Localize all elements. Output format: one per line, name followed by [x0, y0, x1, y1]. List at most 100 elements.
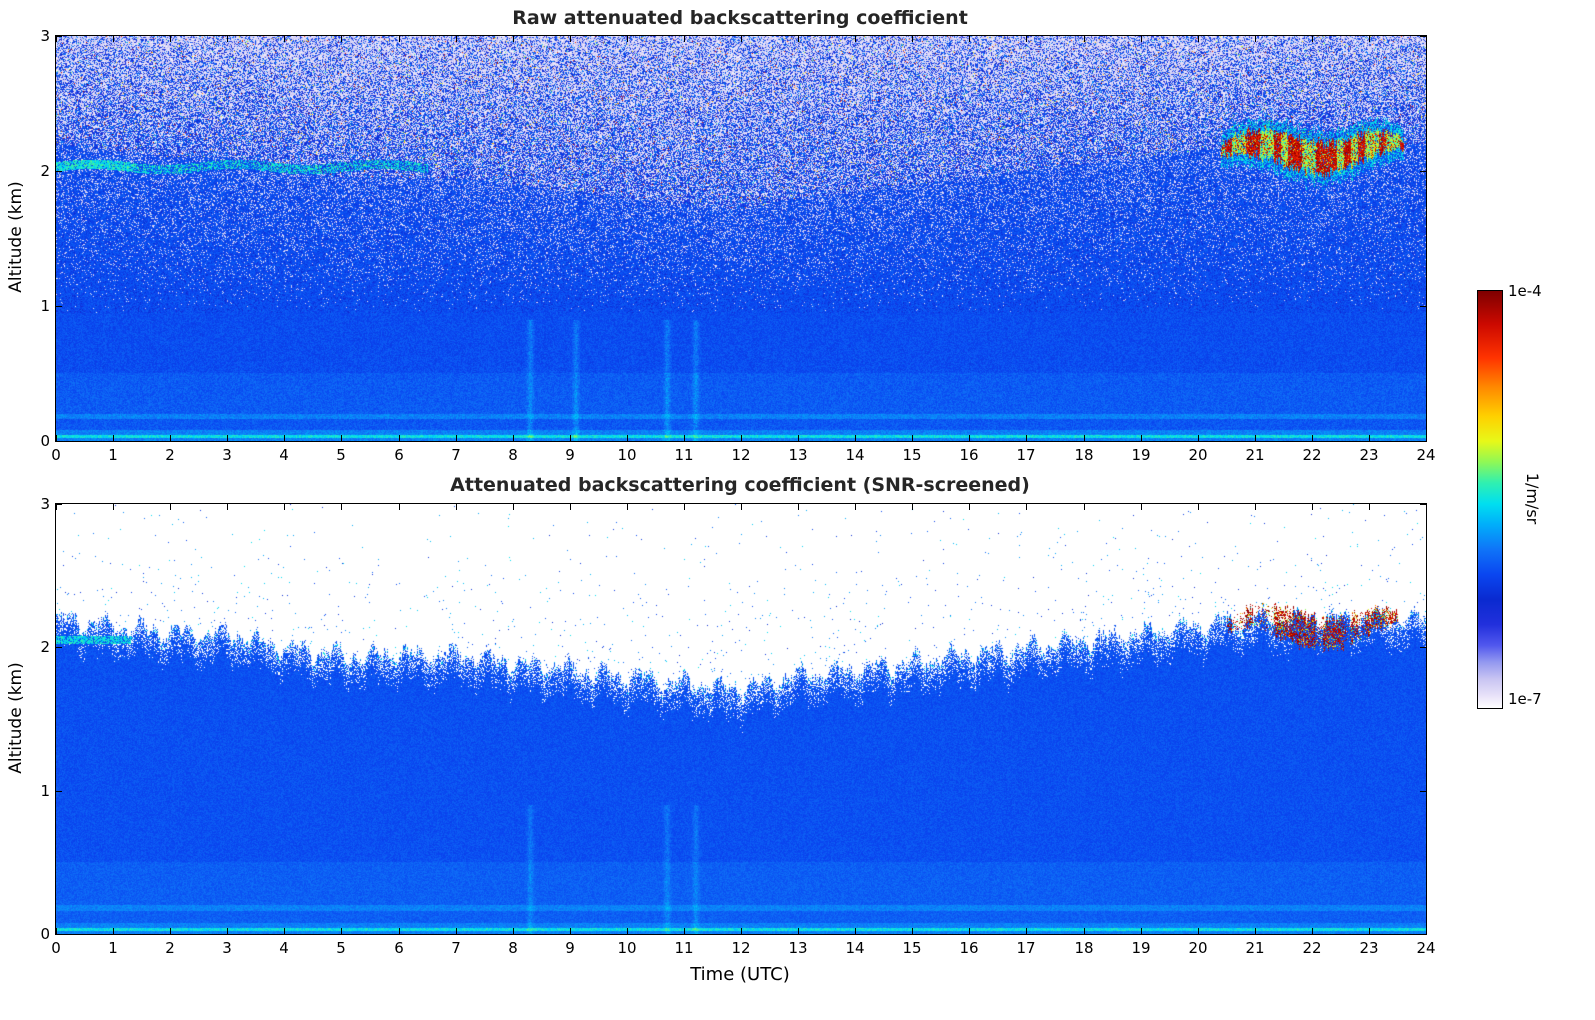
x-tick-label: 1 [108, 446, 118, 464]
tick-mark [112, 36, 114, 42]
tick-mark [226, 504, 228, 510]
tick-mark [1140, 435, 1142, 441]
tick-mark [455, 435, 457, 441]
tick-mark [626, 36, 628, 42]
tick-mark [1368, 36, 1370, 42]
tick-mark [55, 36, 57, 42]
tick-mark [455, 928, 457, 934]
x-tick-label: 6 [394, 446, 404, 464]
tick-mark [911, 504, 913, 510]
x-tick-label: 11 [674, 939, 694, 957]
tick-mark [1083, 435, 1085, 441]
tick-mark [683, 435, 685, 441]
tick-mark [683, 928, 685, 934]
tick-mark [797, 928, 799, 934]
tick-mark [340, 36, 342, 42]
tick-mark [56, 503, 62, 505]
x-tick-label: 18 [1074, 939, 1094, 957]
x-tick-label: 15 [902, 446, 922, 464]
y-tick-label: 3 [40, 495, 50, 513]
tick-mark [1025, 36, 1027, 42]
tick-mark [968, 435, 970, 441]
tick-mark [1425, 36, 1427, 42]
tick-mark [1420, 35, 1426, 37]
colorbar-gradient [1478, 291, 1502, 708]
tick-mark [112, 928, 114, 934]
tick-mark [512, 928, 514, 934]
tick-mark [1311, 504, 1313, 510]
x-tick-label: 9 [565, 939, 575, 957]
tick-mark [169, 928, 171, 934]
x-tick-label: 12 [731, 446, 751, 464]
tick-mark [911, 435, 913, 441]
y-tick-label: 3 [40, 27, 50, 45]
tick-mark [1254, 36, 1256, 42]
x-tick-label: 24 [1416, 939, 1436, 957]
tick-mark [1254, 435, 1256, 441]
raw-heatmap-canvas [56, 36, 1426, 441]
screened-heatmap-canvas [56, 504, 1426, 934]
tick-mark [1197, 928, 1199, 934]
x-tick-label: 9 [565, 446, 575, 464]
tick-mark [112, 435, 114, 441]
x-tick-label: 8 [508, 446, 518, 464]
tick-mark [1197, 435, 1199, 441]
tick-mark [1420, 646, 1426, 648]
tick-mark [1025, 435, 1027, 441]
tick-mark [1083, 36, 1085, 42]
tick-mark [797, 504, 799, 510]
tick-mark [283, 928, 285, 934]
screened-plot: 0 1 2 3 4 5 6 7 8 9 10 11 12 13 14 15 16 17 18 19 20 21 22 23 24… [40, 495, 1435, 957]
tick-mark [1311, 36, 1313, 42]
y-tick-label: 1 [40, 297, 50, 315]
tick-mark [56, 933, 62, 935]
tick-mark [283, 504, 285, 510]
x-tick-label: 7 [451, 446, 461, 464]
screened-y-axis-label: Altitude (km) [5, 662, 26, 774]
x-tick-label: 7 [451, 939, 461, 957]
tick-mark [56, 440, 62, 442]
tick-mark [1425, 504, 1427, 510]
tick-mark [455, 504, 457, 510]
tick-mark [569, 435, 571, 441]
tick-mark [740, 36, 742, 42]
tick-mark [169, 435, 171, 441]
raw-plot: 0 1 2 3 4 5 6 7 8 9 10 11 12 13 14 15 16 17 18 19 20 21 22 23 24… [40, 27, 1435, 464]
x-tick-label: 20 [1188, 446, 1208, 464]
tick-mark [968, 36, 970, 42]
tick-mark [626, 928, 628, 934]
tick-mark [455, 36, 457, 42]
tick-mark [169, 504, 171, 510]
tick-mark [283, 36, 285, 42]
tick-mark [1311, 435, 1313, 441]
tick-mark [112, 504, 114, 510]
tick-mark [398, 504, 400, 510]
tick-mark [1420, 933, 1426, 935]
tick-mark [1420, 170, 1426, 172]
x-tick-label: 16 [959, 446, 979, 464]
x-tick-label: 6 [394, 939, 404, 957]
x-tick-label: 23 [1359, 939, 1379, 957]
tick-mark [512, 504, 514, 510]
tick-mark [1140, 928, 1142, 934]
tick-mark [226, 928, 228, 934]
x-tick-label: 14 [845, 939, 865, 957]
x-tick-label: 3 [222, 939, 232, 957]
x-tick-label: 10 [617, 939, 637, 957]
tick-mark [512, 36, 514, 42]
colorbar [1477, 290, 1503, 709]
y-tick-label: 1 [40, 782, 50, 800]
tick-mark [911, 36, 913, 42]
tick-mark [1420, 503, 1426, 505]
tick-mark [398, 928, 400, 934]
tick-mark [1025, 504, 1027, 510]
x-tick-label: 10 [617, 446, 637, 464]
tick-mark [1197, 36, 1199, 42]
tick-mark [56, 170, 62, 172]
x-tick-label: 5 [336, 446, 346, 464]
tick-mark [340, 928, 342, 934]
tick-mark [626, 435, 628, 441]
colorbar-max-label: 1e-4 [1508, 282, 1542, 300]
tick-mark [56, 790, 62, 792]
y-tick-label: 0 [40, 925, 50, 943]
